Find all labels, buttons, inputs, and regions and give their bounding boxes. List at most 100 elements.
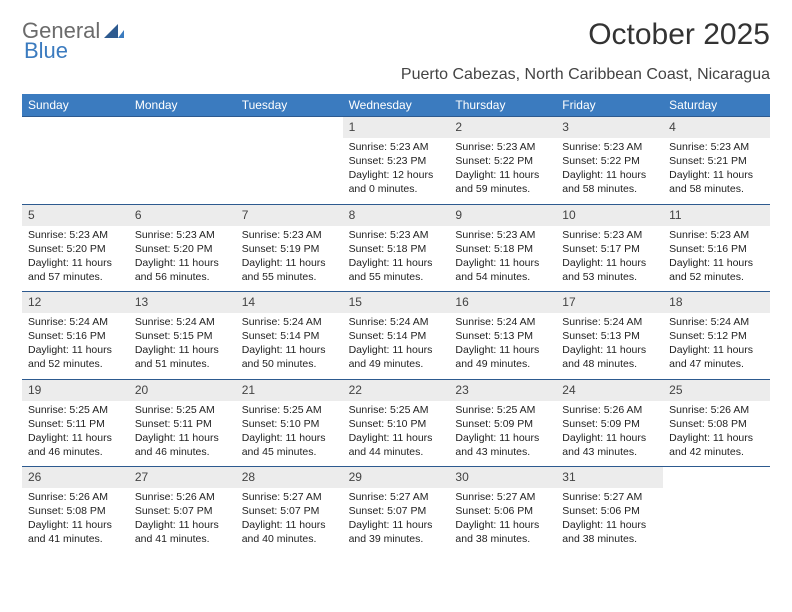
daylight2-text: and 46 minutes.: [135, 446, 230, 459]
daylight2-text: and 42 minutes.: [669, 446, 764, 459]
day-cell: 7Sunrise: 5:23 AMSunset: 5:19 PMDaylight…: [236, 205, 343, 292]
daylight1-text: Daylight: 11 hours: [669, 344, 764, 357]
sunrise-text: Sunrise: 5:23 AM: [349, 141, 444, 154]
daylight2-text: and 56 minutes.: [135, 271, 230, 284]
day-body: Sunrise: 5:24 AMSunset: 5:15 PMDaylight:…: [129, 313, 236, 379]
daylight1-text: Daylight: 11 hours: [669, 257, 764, 270]
daylight1-text: Daylight: 11 hours: [349, 344, 444, 357]
calendar-page: General October 2025 Blue Puerto Cabezas…: [0, 0, 792, 572]
day-number: 1: [343, 117, 450, 138]
sunset-text: Sunset: 5:07 PM: [349, 505, 444, 518]
day-cell: 6Sunrise: 5:23 AMSunset: 5:20 PMDaylight…: [129, 205, 236, 292]
sunset-text: Sunset: 5:12 PM: [669, 330, 764, 343]
daylight1-text: Daylight: 11 hours: [349, 257, 444, 270]
day-body: Sunrise: 5:26 AMSunset: 5:09 PMDaylight:…: [556, 401, 663, 467]
daylight2-text: and 53 minutes.: [562, 271, 657, 284]
daylight2-text: and 55 minutes.: [349, 271, 444, 284]
day-cell: 14Sunrise: 5:24 AMSunset: 5:14 PMDayligh…: [236, 292, 343, 379]
daylight1-text: Daylight: 11 hours: [135, 257, 230, 270]
day-cell: 10Sunrise: 5:23 AMSunset: 5:17 PMDayligh…: [556, 205, 663, 292]
day-number: 30: [449, 467, 556, 488]
day-body: Sunrise: 5:26 AMSunset: 5:07 PMDaylight:…: [129, 488, 236, 554]
day-body: Sunrise: 5:26 AMSunset: 5:08 PMDaylight:…: [22, 488, 129, 554]
day-cell: 28Sunrise: 5:27 AMSunset: 5:07 PMDayligh…: [236, 467, 343, 554]
week-row: 12Sunrise: 5:24 AMSunset: 5:16 PMDayligh…: [22, 291, 770, 379]
day-body: Sunrise: 5:23 AMSunset: 5:17 PMDaylight:…: [556, 226, 663, 292]
day-body: Sunrise: 5:25 AMSunset: 5:10 PMDaylight:…: [343, 401, 450, 467]
day-number: 6: [129, 205, 236, 226]
daylight1-text: Daylight: 11 hours: [242, 344, 337, 357]
week-row: 5Sunrise: 5:23 AMSunset: 5:20 PMDaylight…: [22, 204, 770, 292]
day-cell: 9Sunrise: 5:23 AMSunset: 5:18 PMDaylight…: [449, 205, 556, 292]
day-number: 4: [663, 117, 770, 138]
daylight1-text: Daylight: 11 hours: [242, 432, 337, 445]
day-body: Sunrise: 5:24 AMSunset: 5:16 PMDaylight:…: [22, 313, 129, 379]
sunrise-text: Sunrise: 5:24 AM: [562, 316, 657, 329]
day-number: 5: [22, 205, 129, 226]
day-body: Sunrise: 5:24 AMSunset: 5:13 PMDaylight:…: [556, 313, 663, 379]
sunset-text: Sunset: 5:21 PM: [669, 155, 764, 168]
logo-word2: Blue: [24, 38, 68, 63]
weeks-container: 1Sunrise: 5:23 AMSunset: 5:23 PMDaylight…: [22, 116, 770, 554]
day-body: Sunrise: 5:27 AMSunset: 5:07 PMDaylight:…: [236, 488, 343, 554]
day-number: 10: [556, 205, 663, 226]
sunset-text: Sunset: 5:14 PM: [349, 330, 444, 343]
daylight2-text: and 45 minutes.: [242, 446, 337, 459]
sunrise-text: Sunrise: 5:25 AM: [455, 404, 550, 417]
day-number: 21: [236, 380, 343, 401]
day-body: Sunrise: 5:24 AMSunset: 5:13 PMDaylight:…: [449, 313, 556, 379]
day-body: Sunrise: 5:23 AMSunset: 5:20 PMDaylight:…: [129, 226, 236, 292]
day-cell: 30Sunrise: 5:27 AMSunset: 5:06 PMDayligh…: [449, 467, 556, 554]
day-number: 19: [22, 380, 129, 401]
daylight2-text: and 47 minutes.: [669, 358, 764, 371]
day-body: Sunrise: 5:25 AMSunset: 5:10 PMDaylight:…: [236, 401, 343, 467]
day-cell: 15Sunrise: 5:24 AMSunset: 5:14 PMDayligh…: [343, 292, 450, 379]
daylight1-text: Daylight: 11 hours: [669, 432, 764, 445]
weekday-header: Tuesday: [236, 94, 343, 116]
sunrise-text: Sunrise: 5:23 AM: [349, 229, 444, 242]
sunrise-text: Sunrise: 5:24 AM: [135, 316, 230, 329]
daylight1-text: Daylight: 11 hours: [28, 257, 123, 270]
daylight2-text: and 57 minutes.: [28, 271, 123, 284]
day-body: Sunrise: 5:23 AMSunset: 5:22 PMDaylight:…: [449, 138, 556, 204]
day-cell: 26Sunrise: 5:26 AMSunset: 5:08 PMDayligh…: [22, 467, 129, 554]
sunset-text: Sunset: 5:17 PM: [562, 243, 657, 256]
day-cell: 23Sunrise: 5:25 AMSunset: 5:09 PMDayligh…: [449, 380, 556, 467]
sunrise-text: Sunrise: 5:27 AM: [349, 491, 444, 504]
sunset-text: Sunset: 5:20 PM: [28, 243, 123, 256]
sunrise-text: Sunrise: 5:23 AM: [455, 141, 550, 154]
day-number: 25: [663, 380, 770, 401]
day-number: 17: [556, 292, 663, 313]
sunrise-text: Sunrise: 5:27 AM: [455, 491, 550, 504]
day-cell: 8Sunrise: 5:23 AMSunset: 5:18 PMDaylight…: [343, 205, 450, 292]
day-cell: 18Sunrise: 5:24 AMSunset: 5:12 PMDayligh…: [663, 292, 770, 379]
day-number: 20: [129, 380, 236, 401]
day-cell: 20Sunrise: 5:25 AMSunset: 5:11 PMDayligh…: [129, 380, 236, 467]
day-cell: [663, 467, 770, 554]
day-body: Sunrise: 5:27 AMSunset: 5:06 PMDaylight:…: [449, 488, 556, 554]
day-cell: 1Sunrise: 5:23 AMSunset: 5:23 PMDaylight…: [343, 117, 450, 204]
sunrise-text: Sunrise: 5:23 AM: [669, 141, 764, 154]
day-number: 2: [449, 117, 556, 138]
daylight1-text: Daylight: 11 hours: [562, 344, 657, 357]
sunset-text: Sunset: 5:07 PM: [135, 505, 230, 518]
sunrise-text: Sunrise: 5:23 AM: [135, 229, 230, 242]
day-cell: 11Sunrise: 5:23 AMSunset: 5:16 PMDayligh…: [663, 205, 770, 292]
sunset-text: Sunset: 5:16 PM: [28, 330, 123, 343]
sunrise-text: Sunrise: 5:26 AM: [28, 491, 123, 504]
day-number: 28: [236, 467, 343, 488]
day-number: 15: [343, 292, 450, 313]
sunrise-text: Sunrise: 5:23 AM: [455, 229, 550, 242]
daylight2-text: and 59 minutes.: [455, 183, 550, 196]
sunset-text: Sunset: 5:23 PM: [349, 155, 444, 168]
sunrise-text: Sunrise: 5:25 AM: [135, 404, 230, 417]
day-number: 29: [343, 467, 450, 488]
day-body: Sunrise: 5:27 AMSunset: 5:06 PMDaylight:…: [556, 488, 663, 554]
week-row: 26Sunrise: 5:26 AMSunset: 5:08 PMDayligh…: [22, 466, 770, 554]
day-body: Sunrise: 5:23 AMSunset: 5:20 PMDaylight:…: [22, 226, 129, 292]
daylight2-text: and 38 minutes.: [455, 533, 550, 546]
day-cell: 27Sunrise: 5:26 AMSunset: 5:07 PMDayligh…: [129, 467, 236, 554]
sunset-text: Sunset: 5:09 PM: [455, 418, 550, 431]
day-cell: 13Sunrise: 5:24 AMSunset: 5:15 PMDayligh…: [129, 292, 236, 379]
sunset-text: Sunset: 5:14 PM: [242, 330, 337, 343]
